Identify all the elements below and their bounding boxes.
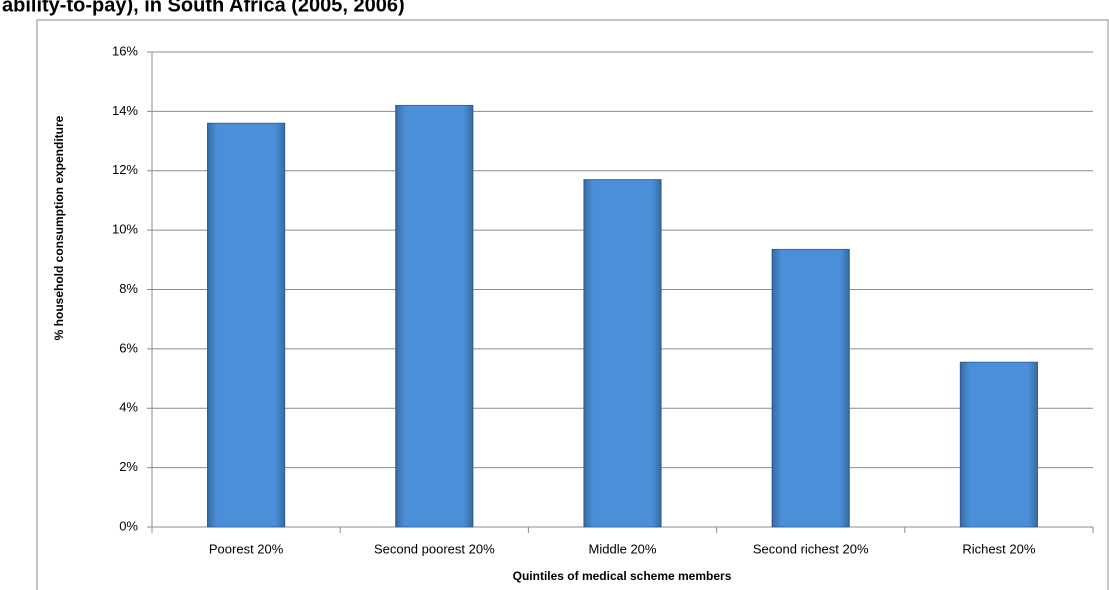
- x-tick-label: Second richest 20%: [753, 541, 869, 556]
- y-tick-label: 16%: [112, 43, 138, 58]
- y-tick-label: 12%: [112, 162, 138, 177]
- y-tick-label: 14%: [112, 103, 138, 118]
- x-tick-label: Second poorest 20%: [374, 541, 495, 556]
- bar-shade: [772, 249, 850, 527]
- bar-shade: [960, 362, 1038, 527]
- x-axis-label: Quintiles of medical scheme members: [513, 569, 732, 583]
- y-axis-label: % household consumption expenditure: [52, 115, 66, 340]
- bar-shade: [395, 105, 473, 527]
- y-tick-label: 2%: [119, 459, 138, 474]
- bar-shade: [583, 179, 662, 527]
- chart-title: ability-to-pay), in South Africa (2005, …: [2, 0, 405, 16]
- bar-shade: [207, 123, 285, 527]
- x-tick-label: Poorest 20%: [209, 541, 284, 556]
- y-tick-label: 6%: [119, 340, 138, 355]
- y-tick-label: 0%: [119, 518, 138, 533]
- x-tick-label: Richest 20%: [962, 541, 1035, 556]
- y-tick-label: 10%: [112, 222, 138, 237]
- chart-frame: [36, 19, 1109, 590]
- y-tick-label: 8%: [119, 281, 138, 296]
- y-tick-label: 4%: [119, 400, 138, 415]
- x-tick-label: Middle 20%: [589, 541, 657, 556]
